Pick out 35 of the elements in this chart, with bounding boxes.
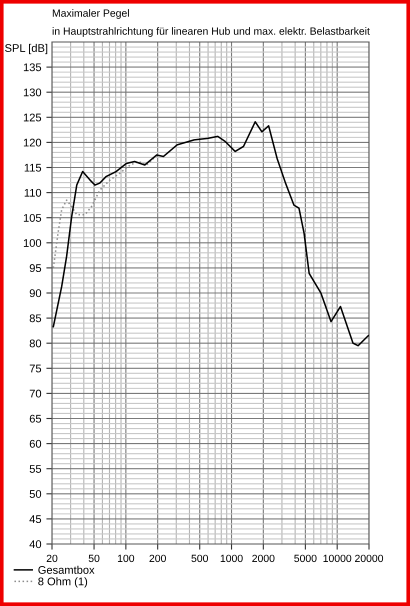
x-tick-label: 20 [46,554,58,562]
y-tick-label: 135 [24,63,42,72]
y-tick-label: 95 [30,264,42,272]
y-tick-label: 80 [30,339,42,348]
y-tick-label: 130 [24,88,42,96]
x-tick-label: 1000 [220,554,243,562]
x-tick-label: 10000 [324,554,352,562]
legend-label: Gesamtbox [38,566,94,574]
y-tick-label: 50 [30,490,42,498]
chart-subtitle: in Hauptstrahlrichtung für linearen Hub und max. elektr. Belastbarkeit [52,27,370,37]
y-tick-label: 55 [30,465,42,473]
x-tick-label: 2000 [252,554,275,562]
x-tick-label: 500 [191,554,208,562]
y-tick-label: 70 [30,390,42,398]
y-tick-label: 120 [24,138,42,147]
x-tick-label: 200 [150,554,166,562]
y-tick-label: 90 [30,289,42,298]
y-tick-label: 85 [30,314,42,322]
x-tick-label: 50 [88,554,100,562]
y-tick-label: 115 [24,164,42,172]
y-axis-title: SPL [dB] [5,44,48,54]
y-tick-label: 40 [29,540,42,548]
y-tick-label: 110 [24,188,42,197]
y-tick-label: 45 [29,515,42,524]
y-tick-label: 100 [24,239,42,247]
y-tick-label: 60 [30,440,42,448]
x-tick-label: 20000 [355,554,384,562]
y-tick-label: 105 [24,214,42,222]
y-tick-label: 125 [24,114,42,122]
chart-title: Maximaler Pegel [52,9,129,19]
legend-label: 8 Ohm (1) [38,577,88,588]
y-tick-label: 75 [30,364,42,372]
y-tick-label: 65 [30,414,42,423]
x-tick-label: 100 [118,554,134,562]
x-tick-label: 5000 [294,554,317,562]
